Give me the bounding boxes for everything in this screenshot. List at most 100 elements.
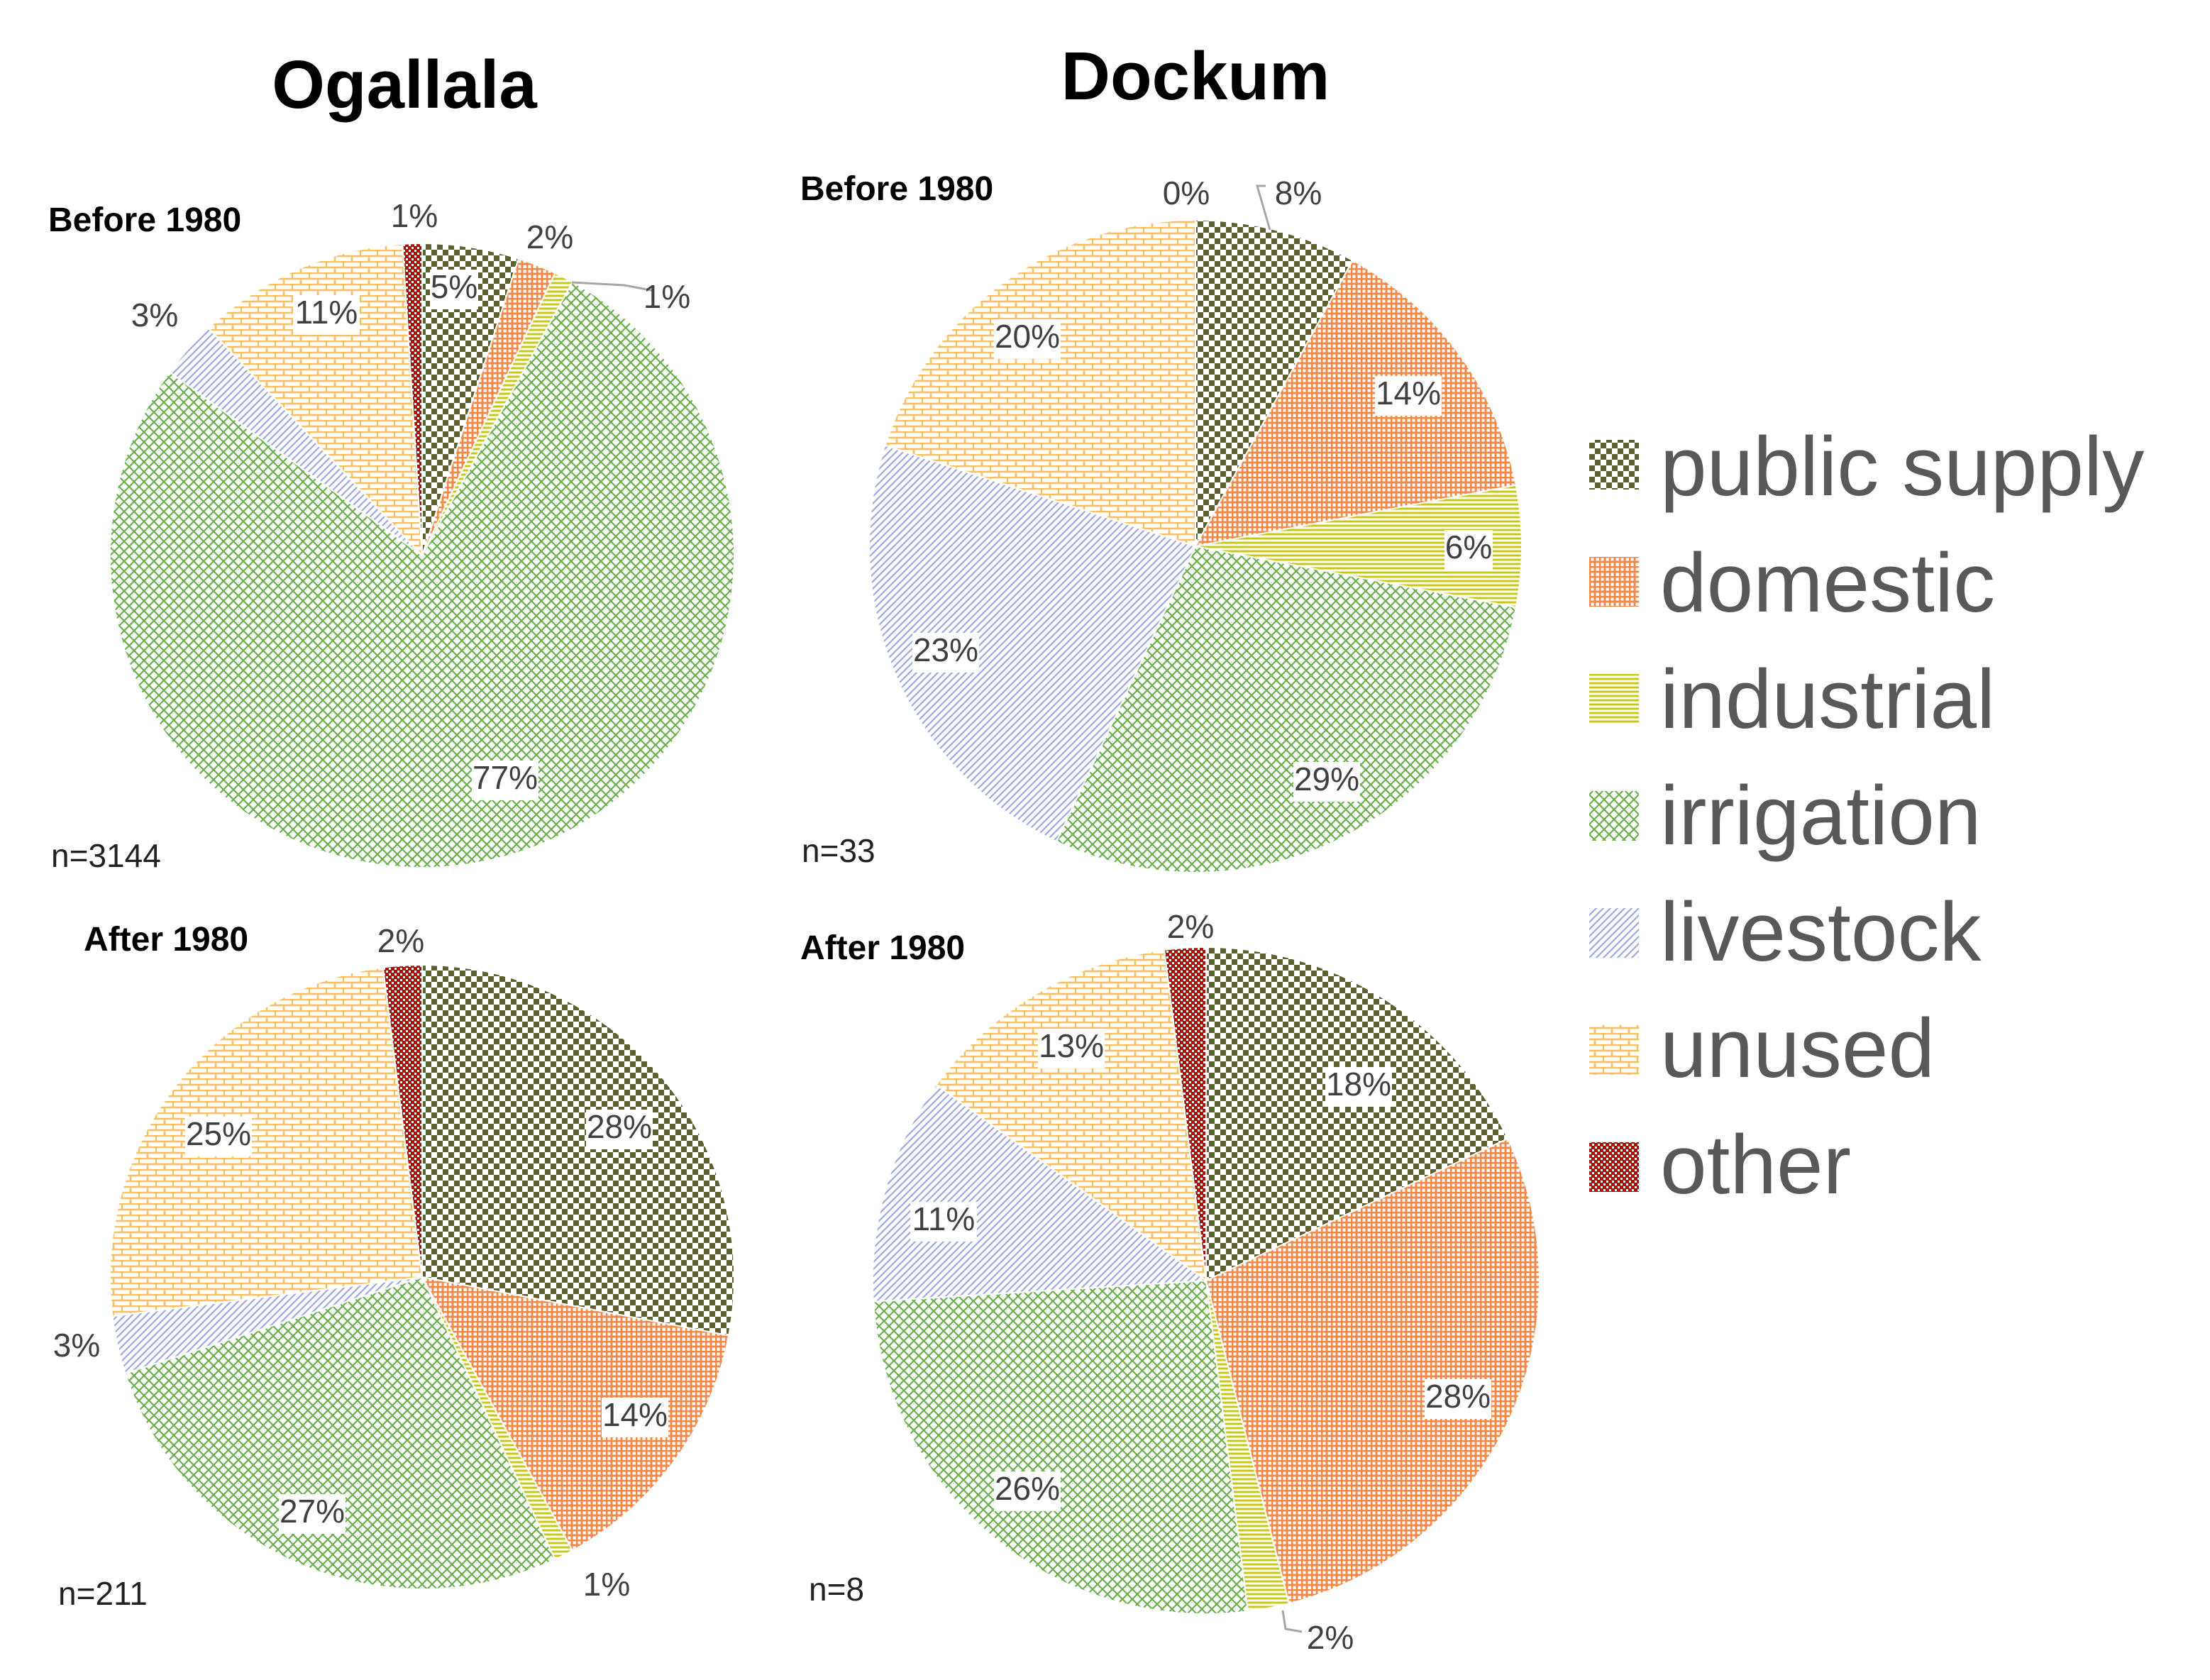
pie-slice-unused (207, 243, 424, 558)
legend-label-domestic: domestic (1660, 536, 1995, 630)
pie-label-bg-domestic (1425, 1379, 1491, 1419)
pie-label-bg-irrigation (994, 1471, 1061, 1511)
pie-label-public-supply: 28% (587, 1108, 652, 1145)
pie-label-industrial: 2% (1307, 1619, 1354, 1656)
pie-slice-domestic (421, 1276, 730, 1552)
sample-size: n=8 (809, 1571, 864, 1608)
pie-label-bg-public-supply (586, 1110, 653, 1149)
pie-label-livestock: 23% (913, 631, 978, 668)
pie-slice-public-supply (1195, 219, 1354, 547)
pie-slice-irrigation (109, 281, 735, 868)
aquifer-title-dockum: Dockum (1061, 38, 1330, 114)
pie-slice-unused (109, 966, 424, 1317)
pie-slice-irrigation (124, 1276, 556, 1590)
pie-label-domestic: 2% (526, 219, 573, 255)
legend-swatch-other (1589, 1142, 1639, 1192)
pie-dockum-before-1980: Before 1980 8% 14% 6% 29% 23% 20% 0% n=33 (800, 170, 1523, 873)
pie-label-bg-unused (994, 319, 1061, 359)
pie-label-unused: 11% (295, 294, 358, 331)
pie-slice-livestock (868, 444, 1197, 843)
legend-item-domestic: domestic (1589, 536, 1995, 630)
pie-label-irrigation: 29% (1294, 761, 1359, 797)
pie-label-bg-livestock (910, 1202, 977, 1242)
period-title: Before 1980 (800, 170, 993, 208)
period-title: Before 1980 (48, 201, 241, 239)
legend-item-industrial: industrial (1589, 653, 1995, 746)
label-leader-industrial (1281, 1610, 1303, 1633)
legend-label-other: other (1660, 1118, 1851, 1212)
period-title: After 1980 (800, 929, 965, 967)
pie-label-bg-livestock (912, 633, 979, 673)
pie-slice-irrigation (872, 1279, 1249, 1615)
pie-label-domestic: 14% (1376, 375, 1441, 411)
pie-label-other: 0% (1163, 175, 1210, 211)
label-leader-public-supply (1256, 184, 1271, 231)
pie-label-irrigation: 27% (280, 1493, 345, 1530)
legend-label-public-supply: public supply (1660, 420, 2144, 514)
pie-slices (868, 219, 1523, 873)
pie-slices (109, 242, 735, 868)
legend-swatch-livestock (1589, 908, 1639, 958)
legend-label-irrigation: irrigation (1660, 769, 1982, 863)
pie-label-bg-domestic (602, 1398, 668, 1437)
pie-slice-domestic (1205, 1137, 1540, 1605)
aquifer-title-ogallala: Ogallala (272, 47, 537, 123)
pie-label-livestock: 11% (912, 1200, 976, 1237)
legend-label-livestock: livestock (1660, 885, 1982, 979)
pie-slice-irrigation (1055, 545, 1518, 873)
pie-label-bg-public-supply (1325, 1067, 1392, 1107)
pie-slice-industrial (1195, 484, 1523, 609)
pie-label-public-supply: 8% (1275, 175, 1322, 211)
legend-item-other: other (1589, 1118, 1851, 1212)
pie-label-bg-unused (1038, 1029, 1105, 1068)
legend-item-irrigation: irrigation (1589, 769, 1982, 863)
pie-ogallala-after-1980: After 1980 28% 14% 1% 27% 3% 25% 2% n=211 (53, 921, 735, 1612)
pie-labels: 28% 14% 1% 27% 3% 25% 2% (53, 922, 668, 1603)
legend-swatch-domestic (1589, 557, 1639, 607)
pie-label-bg-domestic (1375, 376, 1442, 416)
pie-label-other: 2% (1167, 908, 1214, 945)
pie-label-livestock: 3% (131, 297, 178, 333)
legend-item-public-supply: public supply (1589, 420, 2144, 514)
pie-label-bg-irrigation (279, 1494, 346, 1534)
pie-label-unused: 25% (186, 1115, 251, 1152)
pie-label-other: 1% (391, 197, 438, 234)
legend-item-livestock: livestock (1589, 885, 1982, 979)
pie-label-unused: 13% (1039, 1027, 1104, 1064)
pie-label-public-supply: 18% (1326, 1066, 1391, 1102)
legend-swatch-public-supply (1589, 440, 1639, 490)
legend-swatch-irrigation (1589, 791, 1639, 841)
pie-slices (872, 946, 1540, 1615)
pie-labels: 18% 28% 2% 26% 11% 13% 2% (910, 908, 1491, 1656)
pie-label-industrial: 6% (1445, 529, 1492, 565)
pie-slices (109, 963, 735, 1590)
pie-label-bg-unused (185, 1117, 252, 1156)
pie-label-irrigation: 77% (473, 759, 538, 796)
pie-label-livestock: 3% (53, 1327, 100, 1364)
pie-label-bg-public-supply (430, 270, 478, 309)
pie-label-domestic: 28% (1425, 1378, 1491, 1415)
legend-label-industrial: industrial (1660, 653, 1995, 746)
pie-label-industrial: 1% (583, 1566, 630, 1603)
legend: public supply domestic industrial irriga… (1589, 420, 2144, 1212)
pie-labels: 8% 14% 6% 29% 23% 20% 0% (912, 175, 1493, 802)
pie-label-bg-industrial (1444, 530, 1493, 570)
pie-slice-public-supply (1205, 946, 1509, 1282)
pie-label-irrigation: 26% (995, 1470, 1060, 1507)
pie-slice-domestic (1194, 259, 1518, 548)
pie-label-bg-irrigation (1293, 762, 1360, 802)
pie-slice-livestock (872, 1083, 1208, 1303)
pie-dockum-after-1980: After 1980 18% 28% 2% 26% 11% 13% 2% n=8 (800, 908, 1540, 1656)
legend-label-unused: unused (1660, 1002, 1935, 1095)
pie-label-domestic: 14% (602, 1396, 668, 1433)
pie-slice-unused (884, 219, 1196, 548)
pie-ogallala-before-1980: Before 1980 5% 2% 1% 77% 3% 11% 1% n=3144 (48, 197, 735, 874)
legend-swatch-industrial (1589, 674, 1639, 724)
pie-slice-other (382, 963, 423, 1278)
legend-item-unused: unused (1589, 1002, 1935, 1095)
pie-label-other: 2% (377, 922, 424, 959)
sample-size: n=3144 (51, 837, 161, 874)
pie-label-bg-unused (293, 295, 360, 335)
pie-label-bg-irrigation (472, 761, 538, 800)
